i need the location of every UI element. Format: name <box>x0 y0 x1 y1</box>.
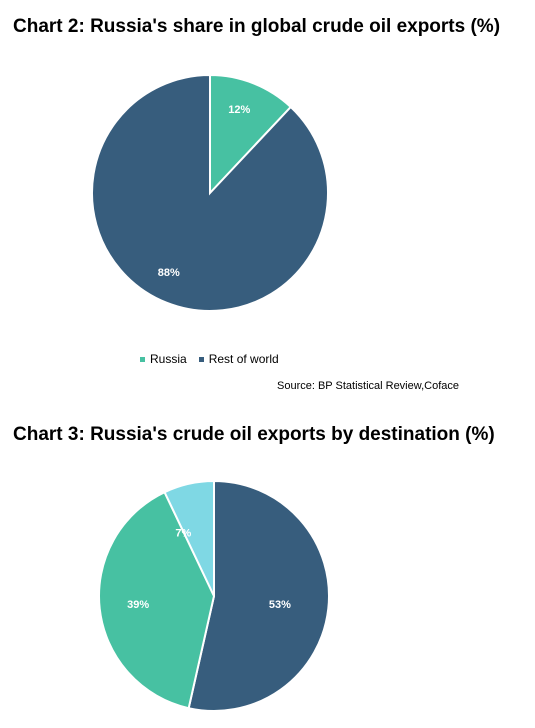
chart-2-data-label-0: 12% <box>228 104 250 116</box>
chart-2-source: Source: BP Statistical Review,Coface <box>277 380 459 392</box>
chart-2-slice-0 <box>209 73 293 196</box>
legend-label-rest-of-world: Rest of world <box>208 352 279 366</box>
chart-3-slice-2 <box>163 479 215 597</box>
chart-2-pie: 12% 88% <box>91 73 329 312</box>
chart-3-data-label-0: 53% <box>269 599 291 611</box>
chart-2-legend: Russia Rest of world <box>140 352 279 366</box>
chart-2-slice-1 <box>91 73 329 312</box>
legend-item-russia: Russia <box>140 352 187 366</box>
chart-3-title: Chart 3: Russia's crude oil exports by d… <box>13 424 495 445</box>
chart-3-data-label-2: 7% <box>175 527 191 539</box>
legend-swatch-russia <box>140 356 145 362</box>
chart-2-title: Chart 2: Russia's share in global crude … <box>13 16 501 37</box>
legend-item-rest-of-world: Rest of world <box>198 352 279 366</box>
chart-2-data-label-1: 88% <box>158 267 180 279</box>
chart-3-data-label-1: 39% <box>127 599 149 611</box>
chart-3-slice-1 <box>98 490 216 710</box>
chart-3-slice-0 <box>187 479 330 712</box>
legend-label-russia: Russia <box>150 352 187 366</box>
legend-swatch-rest-of-world <box>198 356 204 362</box>
